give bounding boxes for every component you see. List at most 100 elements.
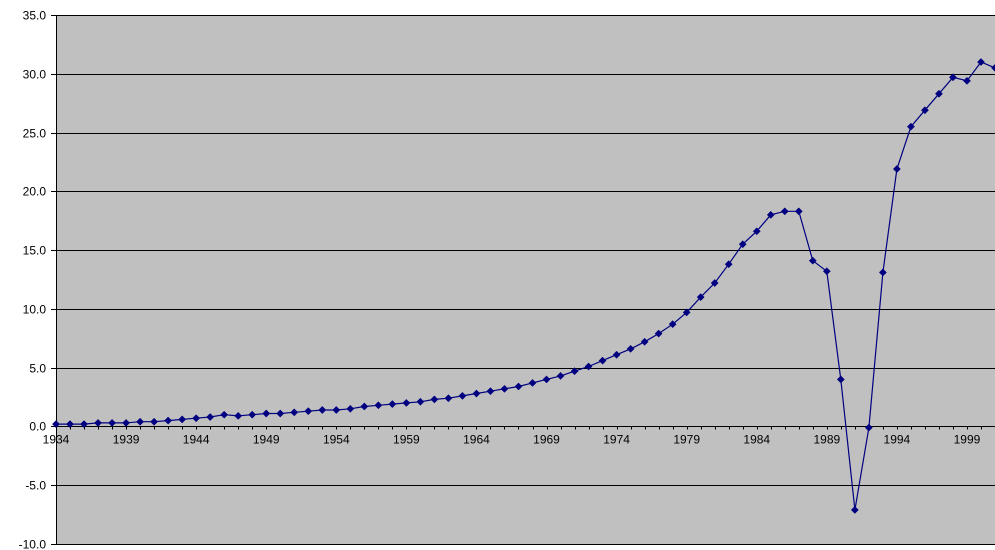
data-markers <box>52 58 995 514</box>
data-point-marker <box>290 408 299 417</box>
x-tick-label: 1999 <box>954 433 981 447</box>
x-tick-label: 1969 <box>533 433 560 447</box>
data-point-marker <box>486 387 495 396</box>
data-point-marker <box>332 406 341 414</box>
data-point-marker <box>556 371 565 380</box>
data-point-marker <box>430 395 439 404</box>
data-point-marker <box>192 414 201 423</box>
gridlines <box>56 15 995 545</box>
data-point-marker <box>472 389 481 398</box>
data-point-marker <box>220 410 229 419</box>
axes <box>56 15 995 544</box>
y-tick-label: 0.0 <box>29 420 46 434</box>
data-point-marker <box>752 227 761 236</box>
data-point-marker <box>374 401 383 410</box>
y-tick-label: 30.0 <box>23 68 47 82</box>
data-point-marker <box>612 350 621 359</box>
data-point-marker <box>794 207 803 216</box>
plot-area <box>56 15 995 544</box>
data-point-marker <box>780 207 789 216</box>
x-tick-label: 1959 <box>393 433 420 447</box>
data-point-marker <box>584 362 593 371</box>
y-tick-label: 20.0 <box>23 185 47 199</box>
data-point-marker <box>122 418 131 427</box>
x-tick-label: 1934 <box>43 433 70 447</box>
data-point-marker <box>528 378 537 387</box>
data-point-marker <box>906 122 915 131</box>
data-point-marker <box>808 256 817 265</box>
data-point-marker <box>570 367 579 376</box>
data-point-marker <box>963 76 971 85</box>
x-tick-label: 1984 <box>743 433 770 447</box>
data-point-marker <box>500 384 509 393</box>
data-point-marker <box>346 404 355 413</box>
y-tick-label: 10.0 <box>23 303 47 317</box>
data-point-marker <box>416 397 425 406</box>
data-point-marker <box>402 398 411 407</box>
data-point-marker <box>262 409 271 418</box>
data-point-marker <box>514 382 523 391</box>
data-point-marker <box>276 409 285 418</box>
data-point-marker <box>822 267 831 276</box>
data-point-marker <box>724 260 733 269</box>
x-tick-label: 1994 <box>884 433 911 447</box>
data-point-marker <box>318 406 327 414</box>
data-point-marker <box>94 418 102 427</box>
x-tick-label: 1939 <box>113 433 140 447</box>
x-tick-label: 1989 <box>813 433 840 447</box>
data-point-marker <box>640 337 649 346</box>
data-point-marker <box>766 210 775 219</box>
data-point-marker <box>626 344 635 353</box>
data-point-marker <box>164 416 173 425</box>
x-tick-label: 1974 <box>603 433 630 447</box>
data-point-marker <box>654 329 663 338</box>
data-point-marker <box>388 400 397 409</box>
data-point-marker <box>892 165 901 173</box>
data-point-marker <box>864 423 873 432</box>
data-point-marker <box>738 240 747 249</box>
data-point-marker <box>934 89 943 98</box>
data-point-marker <box>878 268 887 277</box>
data-point-marker <box>360 402 369 411</box>
y-tick-label: 35.0 <box>23 9 47 23</box>
data-point-marker <box>108 418 117 427</box>
data-point-marker <box>206 413 215 421</box>
data-point-marker <box>52 420 60 429</box>
x-tick-label: 1964 <box>463 433 490 447</box>
x-tick-label: 1954 <box>323 433 350 447</box>
data-point-marker <box>248 410 257 419</box>
x-tick-label: 1979 <box>673 433 700 447</box>
y-tick-label: -10.0 <box>19 538 47 550</box>
data-point-marker <box>850 505 859 514</box>
data-point-marker <box>304 407 313 416</box>
data-point-marker <box>234 411 243 420</box>
x-axis-ticks: 1934 1939 1944 1949 1954 1959 1964 1969 1974 1979… <box>43 426 982 447</box>
data-point-marker <box>991 63 995 72</box>
data-point-marker <box>136 417 145 426</box>
data-point-marker <box>682 308 691 317</box>
x-tick-label: 1944 <box>183 433 210 447</box>
data-point-marker <box>668 320 677 329</box>
data-point-marker <box>836 375 845 384</box>
data-point-marker <box>80 420 88 429</box>
data-point-marker <box>66 420 74 429</box>
data-point-marker <box>598 356 607 365</box>
data-point-marker <box>949 73 957 82</box>
data-point-marker <box>150 417 159 426</box>
data-point-marker <box>444 394 453 403</box>
x-tick-label: 1949 <box>253 433 280 447</box>
data-point-marker <box>458 391 467 400</box>
data-point-marker <box>710 279 719 287</box>
y-tick-label: -5.0 <box>25 479 46 493</box>
data-point-marker <box>542 375 551 384</box>
y-tick-label: 15.0 <box>23 244 47 258</box>
y-tick-label: 5.0 <box>29 362 46 376</box>
data-point-marker <box>178 415 187 424</box>
data-point-marker <box>977 58 985 66</box>
y-axis-ticks: 35.0 30.0 25.0 20.0 15.0 10.0 5.0 0.0 -5.0 -10.0 <box>19 9 56 550</box>
data-point-marker <box>696 293 705 302</box>
data-point-marker <box>920 106 929 115</box>
y-tick-label: 25.0 <box>23 127 47 141</box>
